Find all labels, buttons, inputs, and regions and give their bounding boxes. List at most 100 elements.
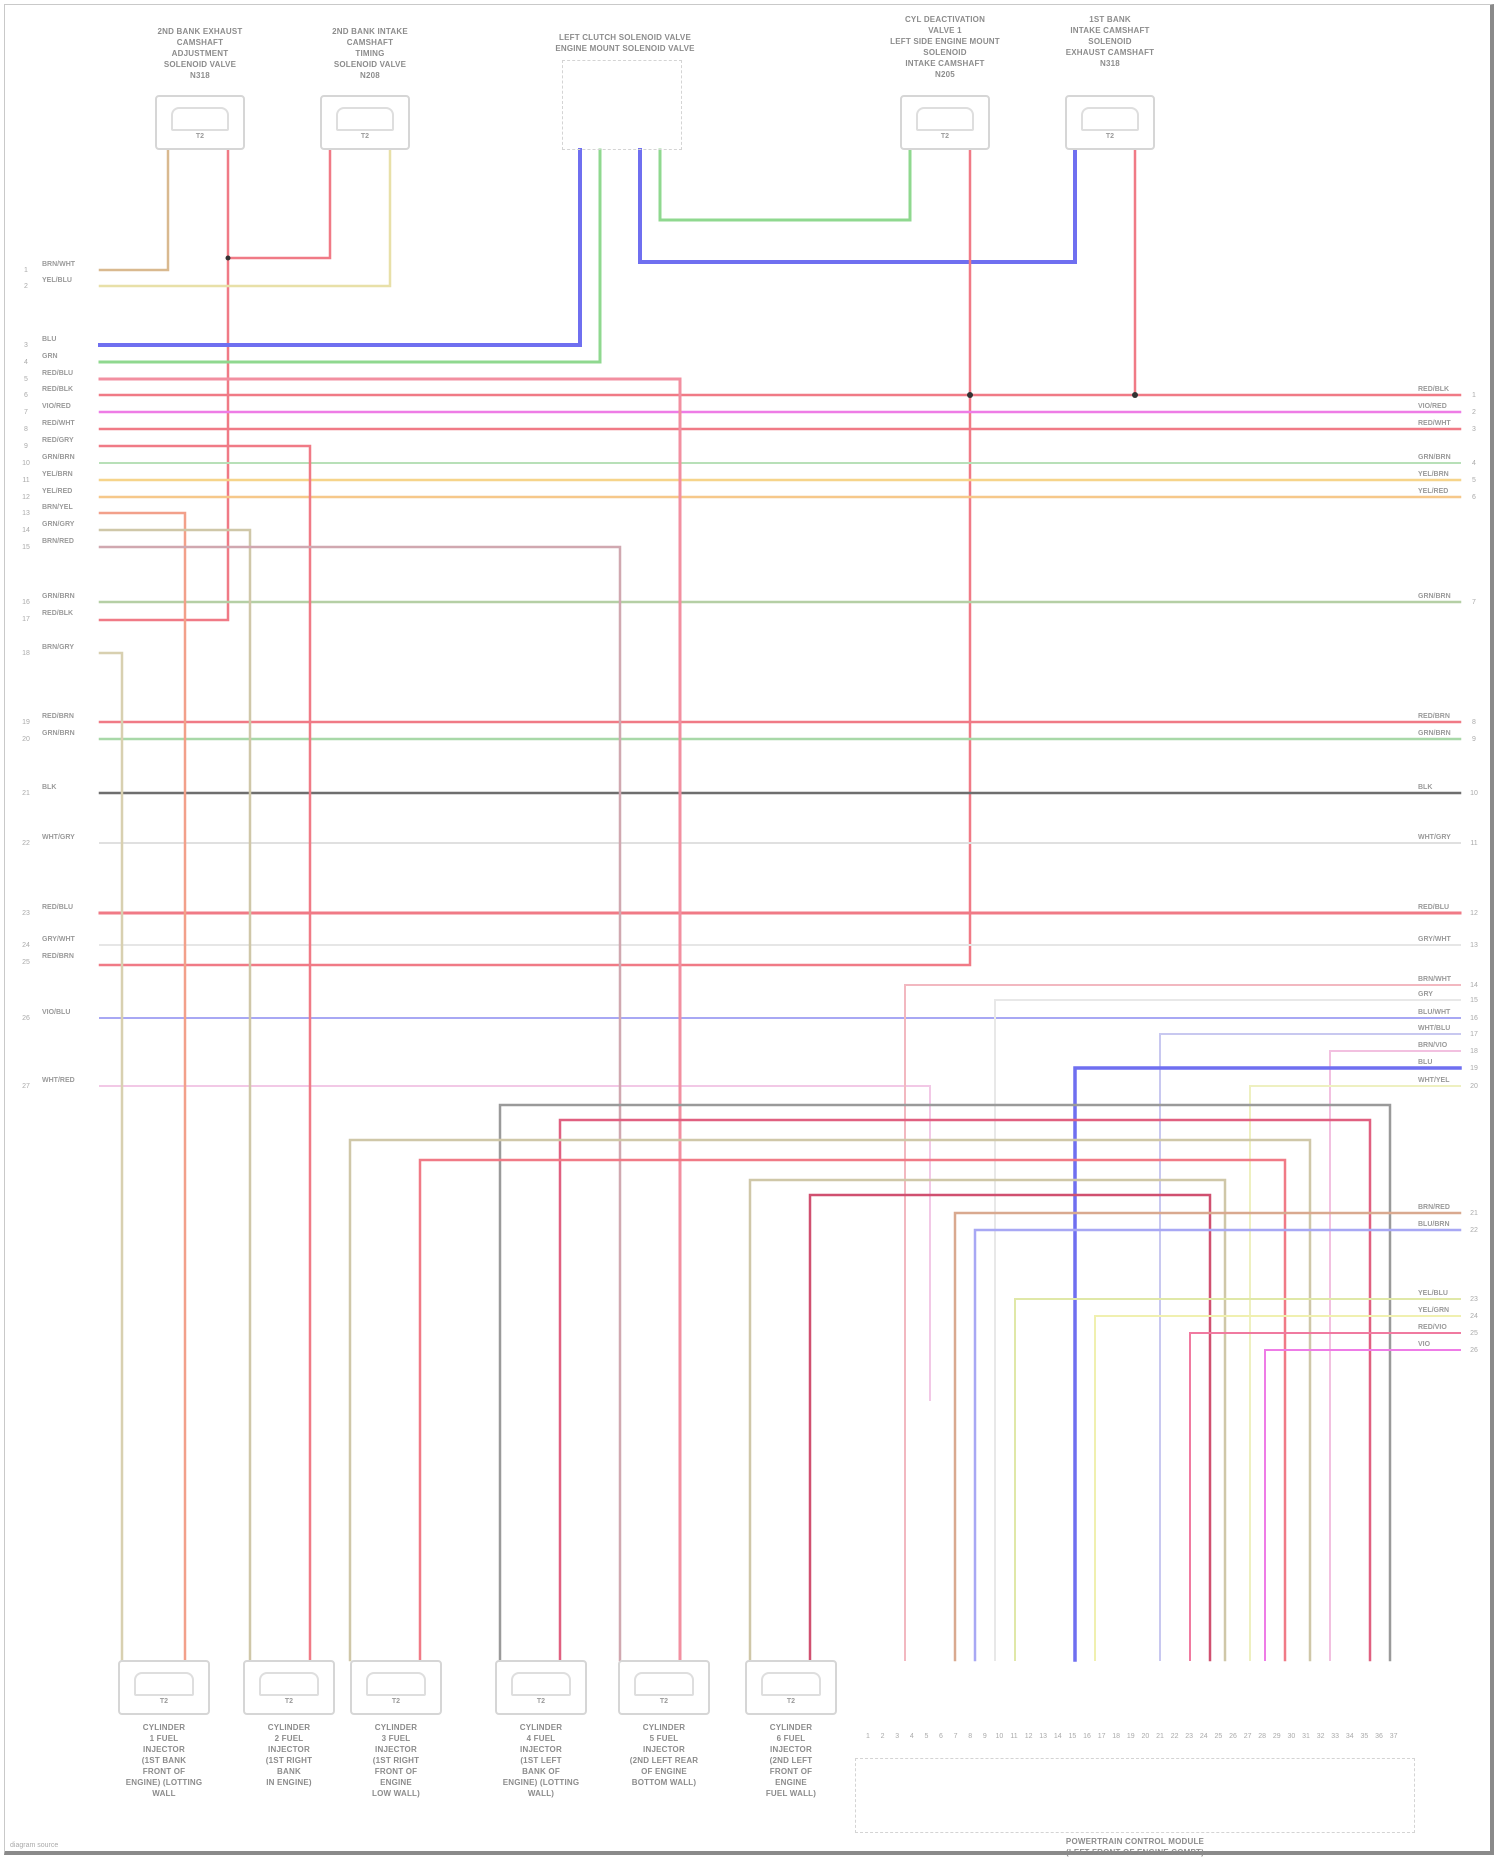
right-wire-code: VIO/RED <box>1418 403 1447 410</box>
pcm-pin: 30 <box>1287 1733 1296 1740</box>
left-pin-number: 22 <box>22 840 30 847</box>
left-pin-number: 1 <box>24 267 28 274</box>
left-pin-number: 3 <box>24 342 28 349</box>
connector-id: T2 <box>659 1698 669 1705</box>
left-wire-code: YEL/BRN <box>42 471 73 478</box>
connector-dashed-body <box>562 60 682 150</box>
right-pin-number: 16 <box>1470 1015 1478 1022</box>
pcm-pin: 13 <box>1039 1733 1048 1740</box>
left-wire-code: WHT/GRY <box>42 834 75 841</box>
right-pin-number: 24 <box>1470 1313 1478 1320</box>
left-wire-code: GRN/BRN <box>42 730 75 737</box>
right-pin-number: 1 <box>1472 392 1476 399</box>
left-wire-code: YEL/BLU <box>42 277 72 284</box>
left-wire-code: GRN/BRN <box>42 454 75 461</box>
pcm-pin: 19 <box>1126 1733 1135 1740</box>
right-pin-number: 5 <box>1472 477 1476 484</box>
left-pin-number: 8 <box>24 426 28 433</box>
pcm-pin: 14 <box>1053 1733 1062 1740</box>
right-pin-number: 25 <box>1470 1330 1478 1337</box>
pcm-pin: 24 <box>1199 1733 1208 1740</box>
pcm-pin: 29 <box>1272 1733 1281 1740</box>
pcm-pin: 4 <box>909 1733 914 1740</box>
right-pin-number: 11 <box>1470 840 1478 847</box>
left-pin-number: 4 <box>24 359 28 366</box>
connector-body: T2 <box>1065 95 1155 150</box>
component-label: CYLINDER 3 FUEL INJECTOR (1ST RIGHT FRON… <box>371 1723 420 1798</box>
right-pin-number: 20 <box>1470 1083 1478 1090</box>
footer-source: diagram source <box>10 1842 59 1849</box>
connector-id: T2 <box>1105 133 1115 140</box>
right-wire-code: RED/BRN <box>1418 713 1450 720</box>
left-wire-code: GRN/BRN <box>42 593 75 600</box>
right-wire-code: RED/BLK <box>1418 386 1450 393</box>
pcm-pin: 12 <box>1024 1733 1033 1740</box>
pcm-pin: 15 <box>1068 1733 1077 1740</box>
left-wire-code: RED/GRY <box>42 437 74 444</box>
left-wire-code: BLK <box>42 784 57 791</box>
pcm-pin: 20 <box>1141 1733 1150 1740</box>
connector-id: T2 <box>940 133 950 140</box>
pcm-pin: 26 <box>1229 1733 1237 1740</box>
pcm-pin: 17 <box>1097 1733 1106 1740</box>
left-pin-number: 12 <box>22 494 30 501</box>
right-pin-number: 19 <box>1470 1065 1478 1072</box>
right-wire-code: RED/WHT <box>1418 420 1451 427</box>
component-label: CYLINDER 1 FUEL INJECTOR (1ST BANK FRONT… <box>125 1723 203 1798</box>
connector-body: T2 <box>618 1660 710 1715</box>
pcm-pin: 34 <box>1345 1733 1354 1740</box>
left-wire-code: GRN <box>42 353 58 360</box>
left-pin-number: 14 <box>22 527 30 534</box>
right-pin-number: 18 <box>1470 1048 1478 1055</box>
right-wire-code: BRN/VIO <box>1418 1042 1448 1049</box>
right-pin-number: 6 <box>1472 494 1476 501</box>
left-pin-number: 16 <box>22 599 30 606</box>
pcm-pin: 37 <box>1389 1733 1398 1740</box>
pcm-pin: 36 <box>1375 1733 1383 1740</box>
right-wire-code: GRY <box>1418 991 1433 998</box>
right-wire-code: YEL/RED <box>1418 488 1449 495</box>
right-wire-code: BRN/WHT <box>1418 976 1452 983</box>
right-wire-code: BRN/RED <box>1418 1204 1450 1211</box>
pcm-pin: 23 <box>1185 1733 1194 1740</box>
connector-id: T2 <box>284 1698 294 1705</box>
left-pin-number: 27 <box>22 1083 30 1090</box>
connector-body: T2 <box>350 1660 442 1715</box>
left-wire-code: RED/WHT <box>42 420 75 427</box>
left-pin-number: 2 <box>24 283 28 290</box>
left-pin-number: 26 <box>22 1015 30 1022</box>
pcm-pin: 28 <box>1258 1733 1267 1740</box>
left-wire-code: BRN/GRY <box>42 644 75 651</box>
pcm-pin: 18 <box>1112 1733 1121 1740</box>
connector-id: T2 <box>159 1698 169 1705</box>
pcm-pin: 2 <box>880 1733 885 1740</box>
right-pin-number: 2 <box>1472 409 1476 416</box>
component-label: LEFT CLUTCH SOLENOID VALVE ENGINE MOUNT … <box>555 33 695 53</box>
left-wire-code: RED/BRN <box>42 713 74 720</box>
right-wire-code: YEL/BRN <box>1418 471 1449 478</box>
right-pin-number: 3 <box>1472 426 1476 433</box>
right-wire-code: BLU/WHT <box>1418 1009 1451 1016</box>
right-wire-code: VIO <box>1418 1341 1431 1348</box>
left-pin-number: 7 <box>24 409 28 416</box>
left-wire-code: YEL/RED <box>42 488 73 495</box>
pcm-pin: 27 <box>1243 1733 1252 1740</box>
left-pin-number: 21 <box>22 790 30 797</box>
right-pin-number: 23 <box>1470 1296 1478 1303</box>
left-pin-number: 5 <box>24 376 28 383</box>
pcm-pin: 33 <box>1331 1733 1340 1740</box>
connector-body: T2 <box>118 1660 210 1715</box>
left-pin-number: 11 <box>22 477 30 484</box>
left-pin-number: 17 <box>22 616 30 623</box>
connector-body: T2 <box>495 1660 587 1715</box>
right-wire-code: GRY/WHT <box>1418 936 1451 943</box>
pcm-pin: 10 <box>995 1733 1004 1740</box>
left-wire-code: BRN/YEL <box>42 504 73 511</box>
connector-body: T2 <box>900 95 990 150</box>
left-pin-number: 19 <box>22 719 30 726</box>
right-wire-code: YEL/BLU <box>1418 1290 1448 1297</box>
right-pin-number: 9 <box>1472 736 1476 743</box>
pcm-pin: 8 <box>968 1733 973 1740</box>
connector-body: T2 <box>320 95 410 150</box>
left-wire-code: VIO/RED <box>42 403 71 410</box>
